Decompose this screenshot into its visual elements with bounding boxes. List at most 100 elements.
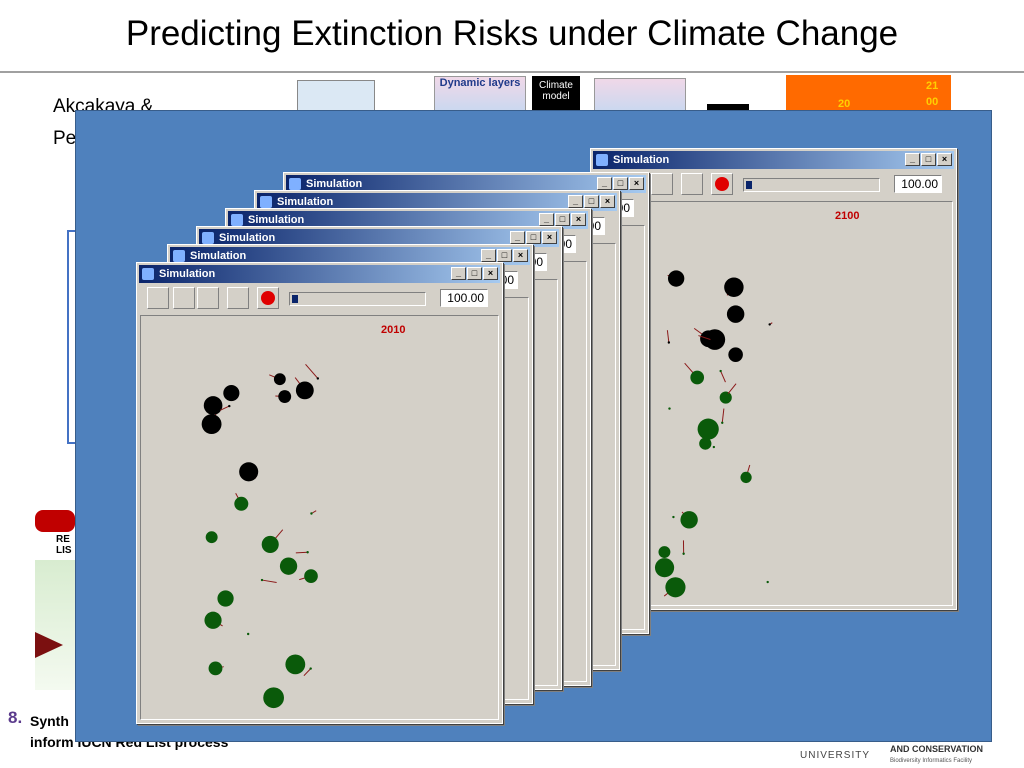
window-button[interactable]: _ [568,195,583,208]
population-dot [217,590,234,607]
dispersal-line [219,405,230,411]
population-dot [654,558,675,578]
window-button[interactable]: × [629,177,644,190]
stop-icon [715,177,729,191]
toolbar-button[interactable] [173,287,195,309]
year-label: 2100 [835,210,860,222]
population-dot [682,552,685,555]
stop-button[interactable] [257,287,279,309]
stop-button[interactable] [711,173,733,195]
population-dot [279,557,298,575]
population-dot [766,580,769,584]
window-button[interactable]: × [937,153,952,166]
population-dot [697,418,719,440]
window-title: Simulation [190,250,247,262]
window-button[interactable]: × [600,195,615,208]
window-button[interactable]: □ [613,177,628,190]
window-button[interactable]: _ [905,153,920,166]
window-button[interactable]: _ [597,177,612,190]
simulation-window: Simulation _ □ × 100.00 2010 [136,262,503,724]
window-button[interactable]: □ [467,267,482,280]
layers-box [594,78,686,114]
population-dot [710,338,713,342]
time-input[interactable]: 100.00 [440,289,488,307]
population-dot [261,535,279,553]
window-button[interactable]: × [542,231,557,244]
population-dot [201,414,222,435]
toolbar-button[interactable] [197,287,219,309]
window-button[interactable]: □ [497,249,512,262]
population-dot [239,462,259,482]
center-logo: AND CONSERVATION [890,744,984,754]
progress-bar [289,292,426,306]
window-title: Simulation [219,232,276,244]
population-dot [246,632,250,636]
population-dot [719,391,732,404]
window-title: Simulation [613,154,670,166]
green-panel [35,560,80,690]
window-icon [231,214,243,226]
population-dot [740,471,752,484]
population-dot [672,515,675,519]
stop-icon [261,291,275,305]
window-button[interactable]: × [513,249,528,262]
facility-logo: Biodiversity Informatics Facility [890,758,973,764]
window-title: Simulation [277,196,334,208]
time-input[interactable]: 100.00 [894,175,942,193]
population-dot [721,421,724,424]
window-button[interactable]: _ [481,249,496,262]
window-button[interactable]: _ [539,213,554,226]
window-button[interactable]: × [571,213,586,226]
population-dot [667,270,685,287]
window-button[interactable]: × [483,267,498,280]
red-list-text: LIS [56,545,72,556]
window-title: Simulation [306,178,363,190]
dispersal-line [698,335,712,341]
window-icon [260,196,272,208]
window-button[interactable]: □ [526,231,541,244]
dispersal-line [720,370,726,383]
population-map [201,363,320,709]
title-bar: Simulation _ □ × [199,229,559,247]
window-icon [596,154,608,166]
window-button[interactable]: _ [451,267,466,280]
population-dot [310,512,313,515]
population-dot [316,377,320,380]
toolbar-button[interactable] [681,173,703,195]
population-dot [668,407,671,410]
map-area: 2010 [140,315,499,720]
map-year: 00 [926,96,939,108]
map-image [297,80,375,114]
window-icon [202,232,214,244]
title-rule [0,71,1024,73]
dispersal-line [261,579,277,583]
map-year: 21 [926,80,939,92]
toolbar-button[interactable] [147,287,169,309]
population-dot [204,611,222,629]
population-map [654,270,773,598]
title-bar: Simulation _ □ × [593,151,954,169]
window-icon [173,250,185,262]
window-button[interactable]: _ [510,231,525,244]
layers-box: Dynamic layers [434,76,526,114]
toolbar-button[interactable] [227,287,249,309]
population-dot [724,277,744,297]
window-icon [289,178,301,190]
map-stack [786,75,951,112]
population-dot [260,578,264,582]
window-button[interactable]: □ [584,195,599,208]
population-dot [295,381,314,400]
window-button[interactable]: □ [555,213,570,226]
population-dot [699,437,712,450]
progress-fill [746,181,752,189]
population-dot [304,569,318,583]
window-button[interactable]: □ [921,153,936,166]
toolbar-button[interactable] [651,173,673,195]
population-dot [273,373,286,386]
population-dot [234,496,249,511]
dispersal-line [303,668,312,677]
simulation-window: Simulation _ □ × 100.00 2100 [590,148,957,610]
author: Pe [53,128,77,149]
slide-title: Predicting Extinction Risks under Climat… [125,14,899,53]
window-title: Simulation [159,268,216,280]
